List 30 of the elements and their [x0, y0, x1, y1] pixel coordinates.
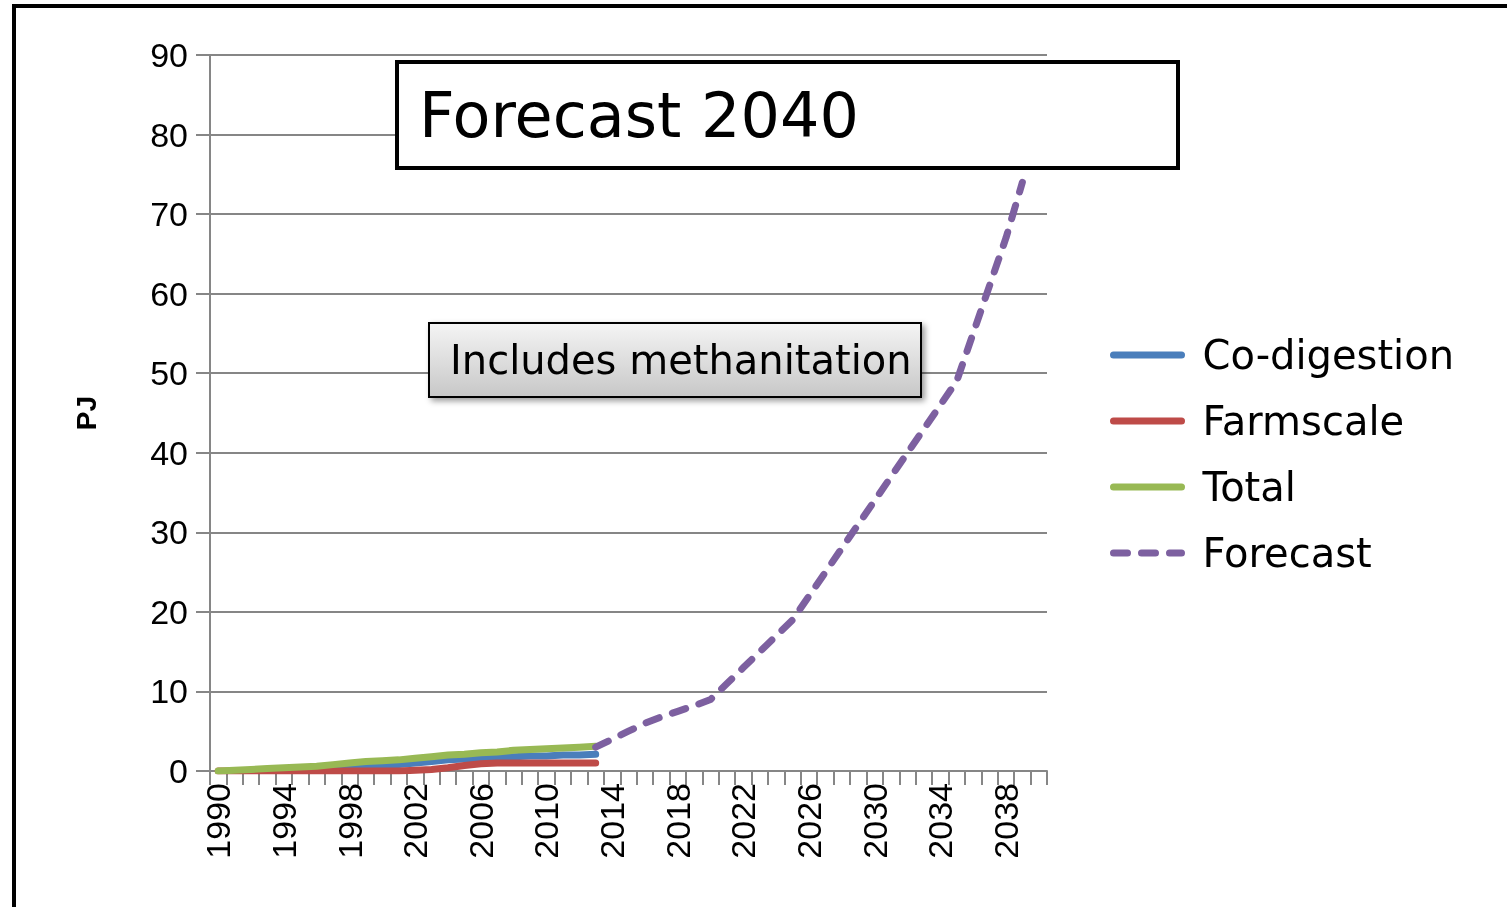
y-tick-label: 30	[150, 513, 188, 552]
x-tick-label: 2006	[461, 783, 500, 859]
legend-label: Forecast	[1202, 530, 1372, 576]
x-tick-label: 2026	[790, 783, 829, 859]
x-tick-label: 2002	[396, 783, 435, 859]
note-box: Forecast 2040	[395, 60, 1180, 170]
legend-label: Farmscale	[1202, 398, 1405, 444]
y-tick-label: 60	[150, 274, 188, 313]
x-tick-label: 1990	[199, 783, 238, 859]
y-tick-label: 80	[150, 115, 188, 154]
y-tick-label: 20	[150, 592, 188, 631]
x-tick-label: 2014	[593, 783, 632, 859]
x-tick-label: 1994	[264, 783, 303, 859]
x-tick-label: 2022	[724, 783, 763, 859]
y-tick-label: 70	[150, 195, 188, 234]
y-tick-label: 10	[150, 672, 188, 711]
x-tick-label: 2034	[921, 783, 960, 859]
y-tick-label: 40	[150, 433, 188, 472]
x-tick-label: 2018	[658, 783, 697, 859]
x-tick-label: 2010	[527, 783, 566, 859]
legend-label: Total	[1201, 464, 1296, 510]
x-tick-label: 2030	[855, 783, 894, 859]
x-tick-label: 1998	[330, 783, 369, 859]
note-box: Includes methanitation	[428, 322, 922, 398]
legend-label: Co-digestion	[1202, 332, 1455, 378]
y-tick-label: 90	[150, 36, 188, 74]
y-tick-label: 0	[169, 752, 188, 790]
x-tick-label: 2038	[986, 783, 1025, 859]
y-tick-label: 50	[150, 354, 188, 393]
y-axis-title: PJ	[70, 395, 102, 431]
